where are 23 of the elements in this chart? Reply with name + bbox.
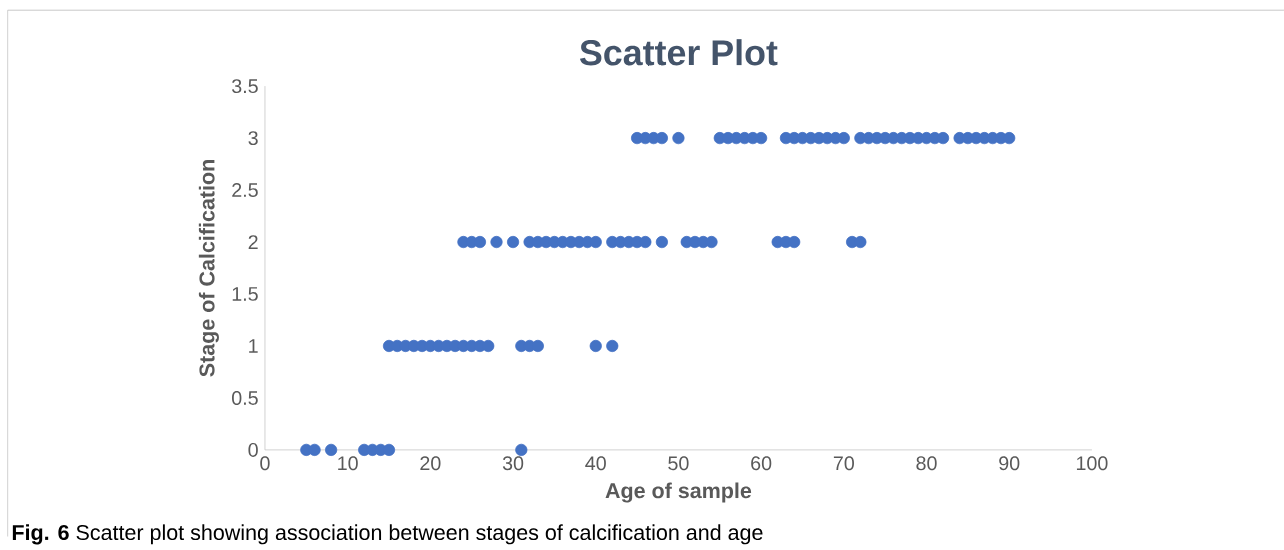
x-tick-label: 60	[751, 456, 772, 471]
y-tick-label: 1.5	[232, 287, 258, 301]
x-tick-label: 20	[420, 456, 441, 471]
y-tick-label: 2.5	[232, 183, 258, 198]
y-tick-label: 3	[248, 131, 258, 146]
chart-title: Scatter Plot	[579, 39, 778, 66]
y-tick-label: 2	[248, 235, 258, 250]
x-tick-label: 30	[502, 456, 524, 471]
x-tick-label: 80	[916, 456, 937, 471]
text: Fig. 6 Scatter plot showing association between stages of calcification and age	[12, 524, 763, 545]
x-tick-label: 70	[833, 456, 854, 471]
y-axis-title: Stage of Calcification	[198, 160, 219, 377]
x-tick-label: 50	[668, 456, 689, 471]
x-axis-title: Age of sample	[605, 482, 752, 503]
x-tick-label: 40	[585, 456, 606, 471]
y-tick-label: 3.5	[232, 79, 258, 94]
x-tick-label: 0	[260, 456, 270, 471]
x-tick-label: 90	[999, 456, 1020, 471]
x-tick-label: 10	[338, 456, 358, 471]
y-tick-label: 0.5	[232, 391, 258, 406]
y-tick-label: 1	[249, 339, 258, 353]
y-tick-label: 0	[248, 443, 258, 457]
x-tick-label: 100	[1076, 456, 1108, 471]
